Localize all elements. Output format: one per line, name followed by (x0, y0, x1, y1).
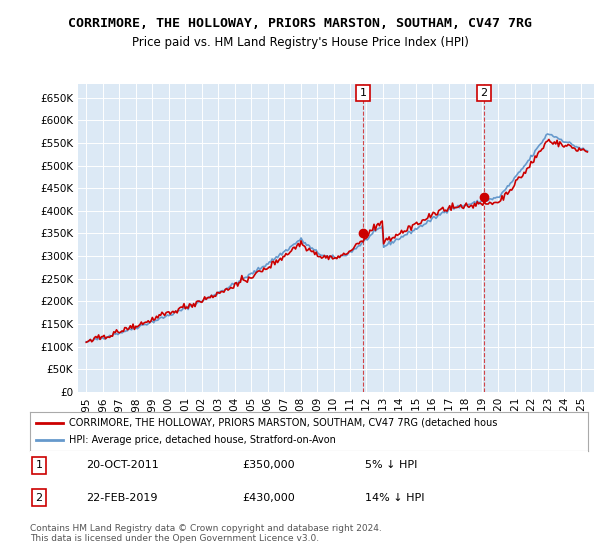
Text: 14% ↓ HPI: 14% ↓ HPI (365, 493, 424, 503)
Text: 1: 1 (359, 88, 367, 98)
Text: 1: 1 (35, 460, 43, 470)
Text: HPI: Average price, detached house, Stratford-on-Avon: HPI: Average price, detached house, Stra… (69, 435, 336, 445)
Text: Contains HM Land Registry data © Crown copyright and database right 2024.
This d: Contains HM Land Registry data © Crown c… (30, 524, 382, 543)
Text: CORRIMORE, THE HOLLOWAY, PRIORS MARSTON, SOUTHAM, CV47 7RG: CORRIMORE, THE HOLLOWAY, PRIORS MARSTON,… (68, 17, 532, 30)
Text: 20-OCT-2011: 20-OCT-2011 (86, 460, 158, 470)
Text: £350,000: £350,000 (242, 460, 295, 470)
Text: 5% ↓ HPI: 5% ↓ HPI (365, 460, 417, 470)
Text: £430,000: £430,000 (242, 493, 295, 503)
Text: CORRIMORE, THE HOLLOWAY, PRIORS MARSTON, SOUTHAM, CV47 7RG (detached hous: CORRIMORE, THE HOLLOWAY, PRIORS MARSTON,… (69, 418, 497, 428)
Text: Price paid vs. HM Land Registry's House Price Index (HPI): Price paid vs. HM Land Registry's House … (131, 36, 469, 49)
Text: 2: 2 (35, 493, 43, 503)
Text: 2: 2 (481, 88, 488, 98)
Text: 22-FEB-2019: 22-FEB-2019 (86, 493, 157, 503)
